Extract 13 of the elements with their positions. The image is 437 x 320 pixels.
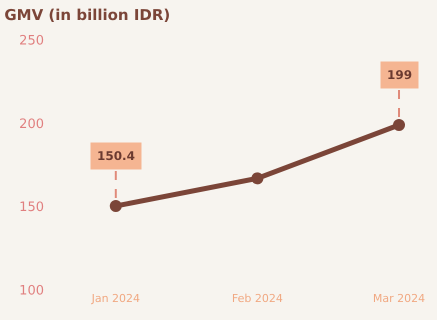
chart-title: GMV (in billion IDR) — [4, 6, 170, 24]
y-tick-label: 150 — [19, 200, 44, 216]
x-tick-label: Feb 2024 — [232, 292, 283, 305]
x-tick-label: Jan 2024 — [90, 292, 140, 305]
y-tick-label: 100 — [19, 284, 44, 299]
point — [251, 172, 264, 184]
data-label: 199 — [387, 68, 412, 82]
data-label: 150.4 — [97, 149, 135, 163]
point — [110, 200, 122, 212]
y-tick-label: 200 — [19, 116, 44, 132]
point — [393, 119, 406, 131]
x-tick-label: Mar 2024 — [372, 292, 426, 305]
y-tick-label: 250 — [19, 34, 44, 49]
